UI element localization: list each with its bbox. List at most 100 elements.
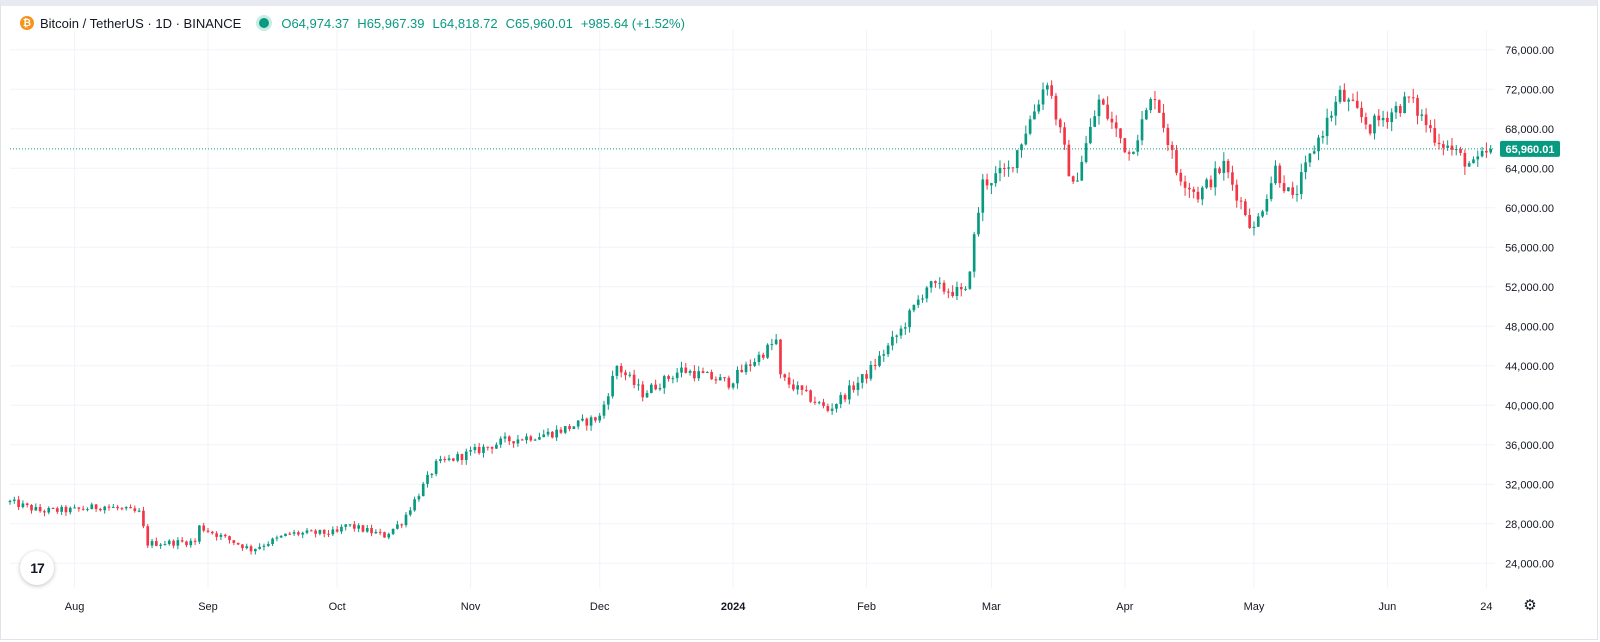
candle-up[interactable] bbox=[1467, 163, 1471, 167]
candle-up[interactable] bbox=[637, 384, 640, 386]
candle-up[interactable] bbox=[555, 429, 558, 438]
candle-up[interactable] bbox=[718, 377, 722, 381]
candle-up[interactable] bbox=[628, 374, 632, 376]
candle-down[interactable] bbox=[490, 447, 494, 449]
candle-up[interactable] bbox=[576, 420, 580, 427]
candle-down[interactable] bbox=[1459, 149, 1462, 153]
candle-down[interactable] bbox=[1101, 99, 1105, 105]
candle-up[interactable] bbox=[1015, 150, 1019, 169]
candle-down[interactable] bbox=[1162, 112, 1165, 128]
candle-down[interactable] bbox=[1218, 168, 1221, 173]
candle-up[interactable] bbox=[1007, 167, 1010, 169]
candle-down[interactable] bbox=[1282, 183, 1286, 192]
candle-down[interactable] bbox=[723, 377, 726, 379]
candle-up[interactable] bbox=[1205, 179, 1208, 188]
candle-down[interactable] bbox=[1050, 85, 1053, 96]
candle-up[interactable] bbox=[645, 392, 649, 398]
candle-up[interactable] bbox=[671, 378, 675, 380]
candle-up[interactable] bbox=[856, 382, 860, 390]
candle-down[interactable] bbox=[1278, 165, 1282, 184]
candle-up[interactable] bbox=[774, 339, 778, 345]
candle-down[interactable] bbox=[223, 534, 227, 537]
candle-down[interactable] bbox=[1235, 184, 1239, 201]
candle-up[interactable] bbox=[925, 287, 929, 299]
candle-down[interactable] bbox=[822, 402, 825, 406]
candle-down[interactable] bbox=[1433, 128, 1437, 143]
candle-down[interactable] bbox=[1119, 128, 1122, 139]
candle-up[interactable] bbox=[68, 507, 72, 513]
candle-up[interactable] bbox=[292, 532, 296, 534]
candle-up[interactable] bbox=[1373, 115, 1376, 134]
candle-down[interactable] bbox=[1248, 215, 1251, 228]
candle-up[interactable] bbox=[464, 451, 468, 460]
candle-up[interactable] bbox=[964, 288, 967, 290]
candle-up[interactable] bbox=[1222, 160, 1226, 173]
candle-down[interactable] bbox=[520, 439, 524, 441]
candle-down[interactable] bbox=[1442, 144, 1445, 148]
candle-down[interactable] bbox=[1351, 99, 1355, 101]
candle-down[interactable] bbox=[1244, 201, 1247, 216]
candle-down[interactable] bbox=[1343, 89, 1346, 102]
candle-up[interactable] bbox=[895, 335, 899, 337]
candle-up[interactable] bbox=[972, 234, 976, 272]
candle-down[interactable] bbox=[335, 529, 339, 532]
candle-down[interactable] bbox=[1183, 181, 1187, 188]
candle-down[interactable] bbox=[568, 426, 571, 429]
candle-down[interactable] bbox=[641, 384, 645, 398]
candle-up[interactable] bbox=[124, 507, 128, 509]
candle-up[interactable] bbox=[542, 434, 546, 438]
candle-up[interactable] bbox=[439, 459, 442, 461]
candle-up[interactable] bbox=[796, 385, 800, 390]
candle-up[interactable] bbox=[912, 304, 916, 311]
candle-down[interactable] bbox=[146, 526, 150, 546]
candle-up[interactable] bbox=[258, 546, 261, 549]
candle-up[interactable] bbox=[1446, 145, 1449, 148]
candle-down[interactable] bbox=[297, 532, 300, 535]
candle-up[interactable] bbox=[589, 417, 593, 426]
candle-down[interactable] bbox=[740, 369, 744, 373]
candle-down[interactable] bbox=[1429, 125, 1432, 129]
candle-up[interactable] bbox=[1041, 89, 1045, 105]
candle-up[interactable] bbox=[878, 355, 881, 366]
candle-up[interactable] bbox=[903, 327, 907, 329]
candle-up[interactable] bbox=[1394, 106, 1398, 113]
candle-down[interactable] bbox=[1407, 96, 1411, 98]
candle-down[interactable] bbox=[800, 385, 804, 390]
candle-up[interactable] bbox=[219, 534, 223, 537]
candle-down[interactable] bbox=[51, 508, 55, 510]
candle-up[interactable] bbox=[1304, 162, 1307, 173]
candle-down[interactable] bbox=[353, 524, 356, 529]
candle-down[interactable] bbox=[210, 531, 214, 534]
candle-down[interactable] bbox=[792, 384, 795, 390]
candle-down[interactable] bbox=[843, 395, 847, 400]
candle-down[interactable] bbox=[116, 506, 119, 509]
candle-up[interactable] bbox=[503, 436, 507, 439]
candle-up[interactable] bbox=[176, 540, 180, 546]
candle-down[interactable] bbox=[507, 436, 511, 442]
candle-down[interactable] bbox=[77, 507, 81, 509]
candle-down[interactable] bbox=[1002, 167, 1006, 169]
candle-up[interactable] bbox=[1145, 110, 1148, 120]
candle-up[interactable] bbox=[374, 531, 378, 534]
candle-up[interactable] bbox=[1089, 126, 1092, 144]
candle-down[interactable] bbox=[120, 508, 124, 510]
candle-up[interactable] bbox=[1317, 137, 1320, 152]
candle-down[interactable] bbox=[180, 540, 184, 542]
candle-up[interactable] bbox=[1334, 101, 1338, 116]
candle-down[interactable] bbox=[56, 508, 59, 512]
candle-up[interactable] bbox=[189, 540, 193, 546]
candle-up[interactable] bbox=[331, 529, 335, 535]
candle-up[interactable] bbox=[344, 524, 348, 527]
candle-down[interactable] bbox=[942, 282, 946, 292]
candle-down[interactable] bbox=[779, 339, 782, 375]
candle-up[interactable] bbox=[757, 354, 761, 363]
candle-up[interactable] bbox=[921, 298, 924, 300]
candle-down[interactable] bbox=[1239, 200, 1243, 202]
candle-up[interactable] bbox=[572, 426, 576, 429]
candle-down[interactable] bbox=[129, 507, 132, 509]
candle-down[interactable] bbox=[529, 436, 533, 441]
candle-down[interactable] bbox=[585, 418, 589, 426]
candle-up[interactable] bbox=[611, 375, 614, 397]
candle-up[interactable] bbox=[426, 474, 429, 484]
candle-down[interactable] bbox=[1179, 172, 1183, 182]
